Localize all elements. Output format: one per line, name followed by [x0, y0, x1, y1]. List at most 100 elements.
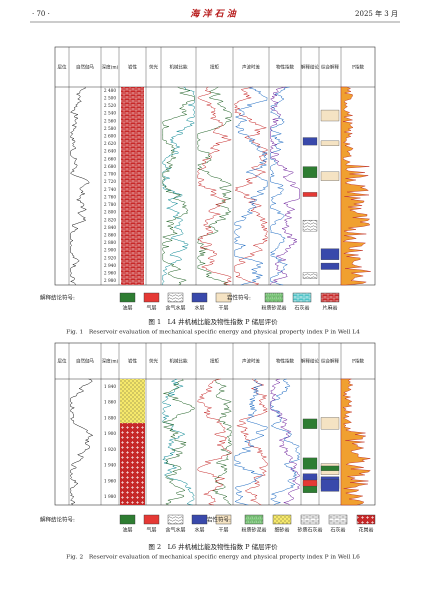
interpretation-block: [302, 166, 318, 178]
log-curve: [212, 378, 233, 506]
caption-en: Fig. 2 Reservoir evaluation of mechanica…: [66, 555, 360, 561]
legend-text: 含气水层: [165, 527, 185, 534]
track-header: 物性指数: [276, 64, 294, 71]
page-number: · 70 ·: [32, 10, 50, 18]
interpretation-block: [302, 219, 318, 232]
legend-text: 花岗岩: [358, 527, 373, 534]
track-header: 综合解释: [321, 358, 339, 365]
issue-date: 2025 年 3 月: [355, 9, 398, 18]
depth-label: 1 920: [104, 448, 117, 453]
interpretation-block: [320, 417, 340, 430]
legend-swatch: [215, 292, 232, 303]
legend-swatch: [167, 514, 184, 525]
depth-label: 2 680: [104, 165, 117, 170]
depth-label: 1 980: [104, 495, 117, 500]
depth-label: 1 860: [104, 401, 117, 406]
track-header: 综合解释: [321, 64, 339, 71]
log-curve: [197, 86, 233, 286]
log-curve: [270, 86, 300, 286]
depth-label: 2 620: [104, 142, 117, 147]
legend-swatch: [320, 292, 340, 303]
p-index-fill: [340, 86, 371, 286]
track-header: 岩性: [128, 64, 137, 71]
track-header: P指数: [352, 358, 365, 365]
depth-label: 1 900: [104, 432, 117, 437]
depth-label: 1 940: [104, 464, 117, 469]
caption-cn: 图 1 L4 井机械比能及物性指数 P 储层评价: [148, 317, 278, 326]
legend-label: 岩性符号:: [207, 516, 231, 524]
log-curve: [197, 378, 232, 506]
legend-text: 气层: [146, 527, 156, 534]
depth-label: 2 760: [104, 195, 117, 200]
track-header: 岩性: [128, 358, 137, 365]
depth-label: 2 740: [104, 188, 117, 193]
legend-swatch: [191, 292, 208, 303]
depth-label: 1 960: [104, 479, 117, 484]
legend-text: 干层: [218, 306, 228, 312]
log-curve: [269, 86, 290, 286]
legend-text: 细砂岩: [274, 527, 289, 534]
legend-swatch: [215, 514, 232, 525]
interpretation-block: [320, 140, 340, 146]
track-header: 机械比能: [170, 358, 188, 365]
depth-label: 2 960: [104, 272, 117, 277]
legend-label: 解释结论符号:: [40, 294, 75, 302]
legend-swatch: [292, 292, 312, 303]
caption-cn: 图 2 L6 井机械比能及物性指数 P 储层评价: [148, 542, 278, 551]
track-header: 扭矩: [210, 64, 219, 71]
interpretation-block: [320, 248, 340, 260]
legend-text: 含气水层: [165, 305, 185, 312]
depth-label: 2 940: [104, 264, 117, 269]
depth-label: 1 880: [104, 416, 117, 421]
legend-swatch: [356, 514, 376, 525]
depth-label: 2 780: [104, 203, 117, 208]
track-header: 深度(m): [102, 64, 119, 71]
interpretation-block: [302, 192, 318, 197]
depth-label: 2 920: [104, 256, 117, 261]
log-curve: [69, 86, 90, 285]
track-header: P指数: [352, 64, 365, 71]
depth-label: 2 860: [104, 234, 117, 239]
depth-label: 2 480: [104, 89, 117, 94]
log-curve: [270, 378, 300, 506]
legend-text: 石灰岩: [330, 527, 345, 534]
legend-swatch: [191, 514, 208, 525]
log-curve: [234, 86, 268, 286]
track-header: 深度(m): [102, 358, 119, 365]
track-header: 物性指数: [276, 358, 294, 365]
interpretation-block: [302, 137, 318, 146]
track-header: 解释结论: [301, 64, 319, 71]
legend-text: 石灰岩: [294, 305, 309, 312]
log-curve: [234, 378, 268, 506]
interpretation-block: [320, 479, 340, 492]
log-curve: [162, 86, 195, 285]
legend-swatch: [119, 514, 136, 525]
track-header: 自然伽马: [76, 64, 94, 71]
depth-label: 2 800: [104, 211, 117, 216]
interpretation-block: [320, 109, 340, 122]
depth-label: 2 840: [104, 226, 117, 231]
legend-label: 解释结论符号:: [40, 516, 75, 524]
track-header: 层位: [58, 358, 67, 365]
interpretation-block: [320, 465, 340, 471]
log-curve: [162, 378, 195, 506]
track-header: 荧光: [149, 358, 158, 365]
interpretation-block: [302, 418, 318, 429]
legend-swatch: [300, 514, 320, 525]
caption-en: Fig. 1 Reservoir evaluation of mechanica…: [66, 330, 360, 336]
interpretation-block: [302, 272, 318, 279]
depth-label: 2 880: [104, 241, 117, 246]
track-header: 荧光: [149, 64, 158, 71]
legend-label: 岩性符号:: [227, 294, 251, 302]
depth-label: 2 720: [104, 180, 117, 185]
legend-swatch: [272, 514, 292, 525]
legend-swatch: [143, 292, 160, 303]
depth-label: 2 820: [104, 218, 117, 223]
depth-label: 1 840: [104, 385, 117, 390]
track-header: 自然伽马: [76, 358, 94, 365]
track-header: 层位: [58, 64, 67, 71]
journal-name: 海 洋 石 油: [190, 9, 236, 20]
depth-label: 2 640: [104, 150, 117, 155]
track-header: 机械比能: [170, 64, 188, 71]
track-header: 扭矩: [210, 358, 219, 365]
